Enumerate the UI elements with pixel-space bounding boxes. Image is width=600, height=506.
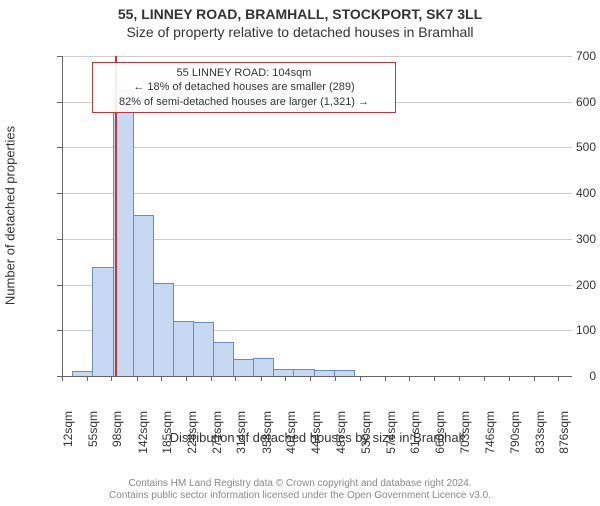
x-tick-label: 142sqm [136, 411, 150, 459]
y-tick-label: 300 [544, 232, 596, 246]
x-tick-mark [137, 376, 138, 381]
page-title-description: Size of property relative to detached ho… [0, 24, 600, 40]
x-tick-label: 358sqm [260, 411, 274, 459]
x-tick-mark [261, 376, 262, 381]
histogram-bar [253, 358, 274, 376]
y-tick-label: 200 [544, 278, 596, 292]
x-tick-label: 487sqm [334, 411, 348, 459]
page-title-address: 55, LINNEY ROAD, BRAMHALL, STOCKPORT, SK… [0, 6, 600, 22]
annotation-line: ← 18% of detached houses are smaller (28… [99, 80, 389, 94]
annotation-line: 55 LINNEY ROAD: 104sqm [99, 66, 389, 80]
grid-line [62, 147, 572, 148]
x-axis-line [62, 376, 572, 377]
x-tick-label: 444sqm [309, 411, 323, 459]
x-tick-mark [62, 376, 63, 381]
x-tick-mark [235, 376, 236, 381]
x-tick-label: 55sqm [86, 411, 100, 459]
y-axis-label: Number of detached properties [3, 116, 18, 316]
y-tick-label: 100 [544, 323, 596, 337]
histogram-bar [293, 369, 314, 376]
x-tick-label: 617sqm [408, 411, 422, 459]
x-tick-label: 703sqm [458, 411, 472, 459]
x-tick-label: 660sqm [433, 411, 447, 459]
histogram-bar [173, 321, 194, 376]
x-tick-label: 228sqm [185, 411, 199, 459]
x-tick-mark [161, 376, 162, 381]
histogram-bar [213, 342, 234, 376]
x-tick-mark [385, 376, 386, 381]
histogram-bar [233, 359, 254, 376]
y-tick-label: 700 [544, 49, 596, 63]
x-tick-mark [459, 376, 460, 381]
grid-line [62, 193, 572, 194]
annotation-line: 82% of semi-detached houses are larger (… [99, 95, 389, 109]
histogram-chart: Number of detached properties Distributi… [0, 46, 600, 446]
x-tick-label: 833sqm [533, 411, 547, 459]
x-tick-label: 314sqm [234, 411, 248, 459]
x-tick-mark [211, 376, 212, 381]
x-tick-mark [534, 376, 535, 381]
histogram-bar [153, 283, 174, 376]
y-axis-line [62, 56, 63, 376]
histogram-bar [92, 267, 113, 376]
x-tick-label: 12sqm [61, 411, 75, 459]
grid-line [62, 56, 572, 57]
x-tick-label: 185sqm [160, 411, 174, 459]
x-tick-label: 98sqm [110, 411, 124, 459]
x-tick-mark [285, 376, 286, 381]
x-tick-label: 574sqm [384, 411, 398, 459]
y-tick-label: 400 [544, 186, 596, 200]
histogram-bar [273, 369, 294, 376]
x-tick-mark [111, 376, 112, 381]
y-tick-label: 600 [544, 95, 596, 109]
histogram-bar [193, 322, 214, 376]
x-tick-mark [310, 376, 311, 381]
x-tick-mark [87, 376, 88, 381]
annotation-box: 55 LINNEY ROAD: 104sqm← 18% of detached … [92, 62, 396, 113]
x-tick-mark [434, 376, 435, 381]
x-tick-label: 271sqm [210, 411, 224, 459]
x-tick-mark [484, 376, 485, 381]
x-tick-label: 876sqm [557, 411, 571, 459]
x-tick-mark [360, 376, 361, 381]
y-tick-label: 500 [544, 140, 596, 154]
x-tick-mark [186, 376, 187, 381]
x-tick-label: 401sqm [284, 411, 298, 459]
footer-attribution: Contains HM Land Registry data © Crown c… [0, 478, 600, 502]
x-tick-label: 530sqm [359, 411, 373, 459]
footer-line-1: Contains HM Land Registry data © Crown c… [0, 478, 600, 490]
histogram-bar [133, 215, 154, 376]
x-tick-label: 790sqm [508, 411, 522, 459]
x-tick-mark [335, 376, 336, 381]
footer-line-2: Contains public sector information licen… [0, 490, 600, 502]
x-tick-label: 746sqm [483, 411, 497, 459]
x-tick-mark [558, 376, 559, 381]
x-tick-mark [509, 376, 510, 381]
x-tick-mark [409, 376, 410, 381]
